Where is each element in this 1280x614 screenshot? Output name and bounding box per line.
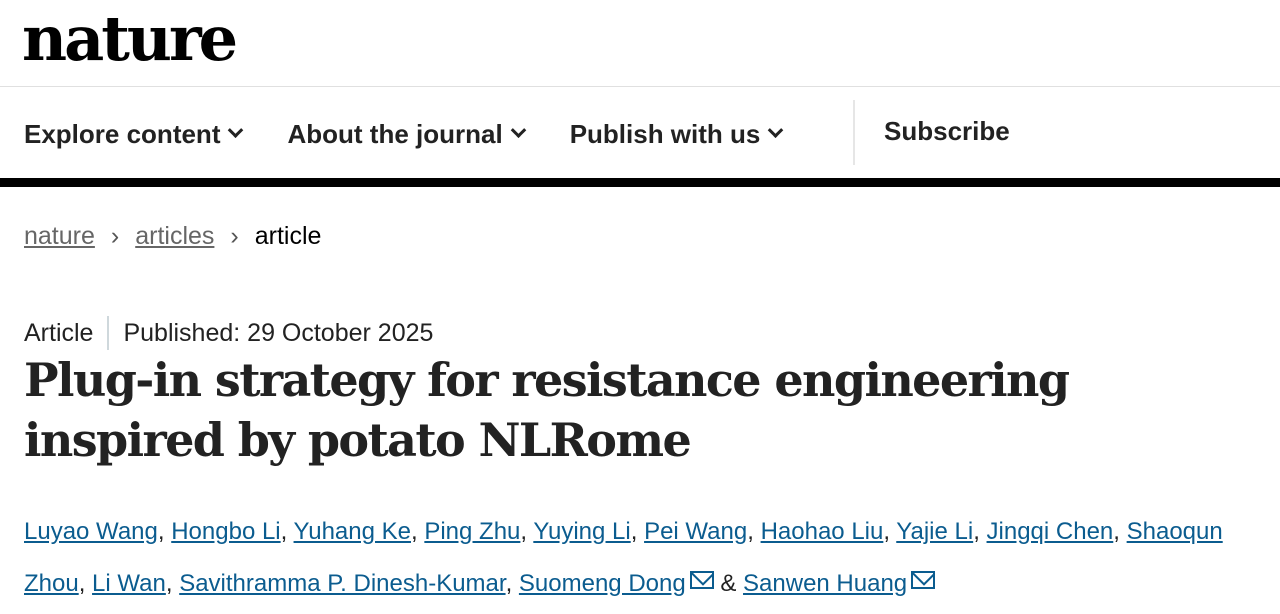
author-separator: , xyxy=(883,518,897,545)
nature-logo[interactable]: nature xyxy=(22,2,238,75)
chevron-right-icon: › xyxy=(230,222,239,250)
article-type: Article xyxy=(24,318,94,347)
article-meta: Article Published: 29 October 2025 xyxy=(24,316,433,350)
author-link[interactable]: Savithramma P. Dinesh-Kumar xyxy=(179,570,506,597)
breadcrumb: nature › articles › article xyxy=(24,222,321,251)
mail-icon[interactable] xyxy=(911,571,936,589)
author-link[interactable]: Haohao Liu xyxy=(760,518,884,545)
meta-divider xyxy=(107,316,110,350)
author-separator: , xyxy=(157,518,172,545)
author-link[interactable]: Suomeng Dong xyxy=(518,570,686,597)
article-title: Plug-in strategy for resistance engineer… xyxy=(24,353,1070,467)
chevron-down-icon xyxy=(768,121,784,138)
author-separator: , xyxy=(520,518,534,545)
breadcrumb-nature[interactable]: nature xyxy=(24,222,95,250)
author-separator: , xyxy=(747,518,761,545)
author-separator: , xyxy=(411,518,425,545)
author-separator: & xyxy=(713,570,744,597)
author-link[interactable]: Luyao Wang xyxy=(24,518,158,545)
nav-label: Publish with us xyxy=(569,118,761,149)
author-link[interactable]: Shaoqun Zhou xyxy=(24,518,1223,597)
author-link[interactable]: Sanwen Huang xyxy=(743,570,908,597)
subscribe-link[interactable]: Subscribe xyxy=(884,116,1010,146)
author-list: Luyao Wang, Hongbo Li, Yuhang Ke, Ping Z… xyxy=(24,506,1274,610)
author-link[interactable]: Yuhang Ke xyxy=(293,518,411,545)
author-link[interactable]: Jingqi Chen xyxy=(986,518,1114,545)
author-separator: , xyxy=(505,570,519,597)
publish-date: Published: 29 October 2025 xyxy=(123,318,434,347)
nav-about-journal[interactable]: About the journal xyxy=(287,118,526,150)
chevron-down-icon xyxy=(510,121,526,138)
author-link[interactable]: Pei Wang xyxy=(644,518,748,545)
breadcrumb-current: article xyxy=(254,222,322,250)
header-bar xyxy=(0,178,1280,187)
author-link[interactable]: Ping Zhu xyxy=(424,518,521,545)
nav-publish[interactable]: Publish with us xyxy=(569,118,784,150)
nav-explore-content[interactable]: Explore content xyxy=(24,118,244,150)
author-separator: , xyxy=(280,518,294,545)
mail-icon[interactable] xyxy=(689,571,714,589)
nav-label: About the journal xyxy=(287,118,503,149)
divider xyxy=(0,86,1280,87)
nav-label: Explore content xyxy=(24,118,221,149)
author-separator: , xyxy=(630,518,645,545)
chevron-down-icon xyxy=(228,121,244,138)
author-link[interactable]: Hongbo Li xyxy=(171,518,281,545)
author-separator: , xyxy=(78,570,93,597)
author-link[interactable]: Li Wan xyxy=(92,570,166,597)
breadcrumb-articles[interactable]: articles xyxy=(135,222,215,250)
chevron-right-icon: › xyxy=(110,222,120,250)
author-separator: , xyxy=(165,570,180,597)
nav-divider xyxy=(853,100,855,165)
author-separator: , xyxy=(973,518,987,545)
author-link[interactable]: Yajie Li xyxy=(896,518,974,545)
author-separator: , xyxy=(1113,518,1127,545)
main-nav: Explore content About the journal Publis… xyxy=(24,116,827,152)
author-link[interactable]: Yuying Li xyxy=(533,518,631,545)
